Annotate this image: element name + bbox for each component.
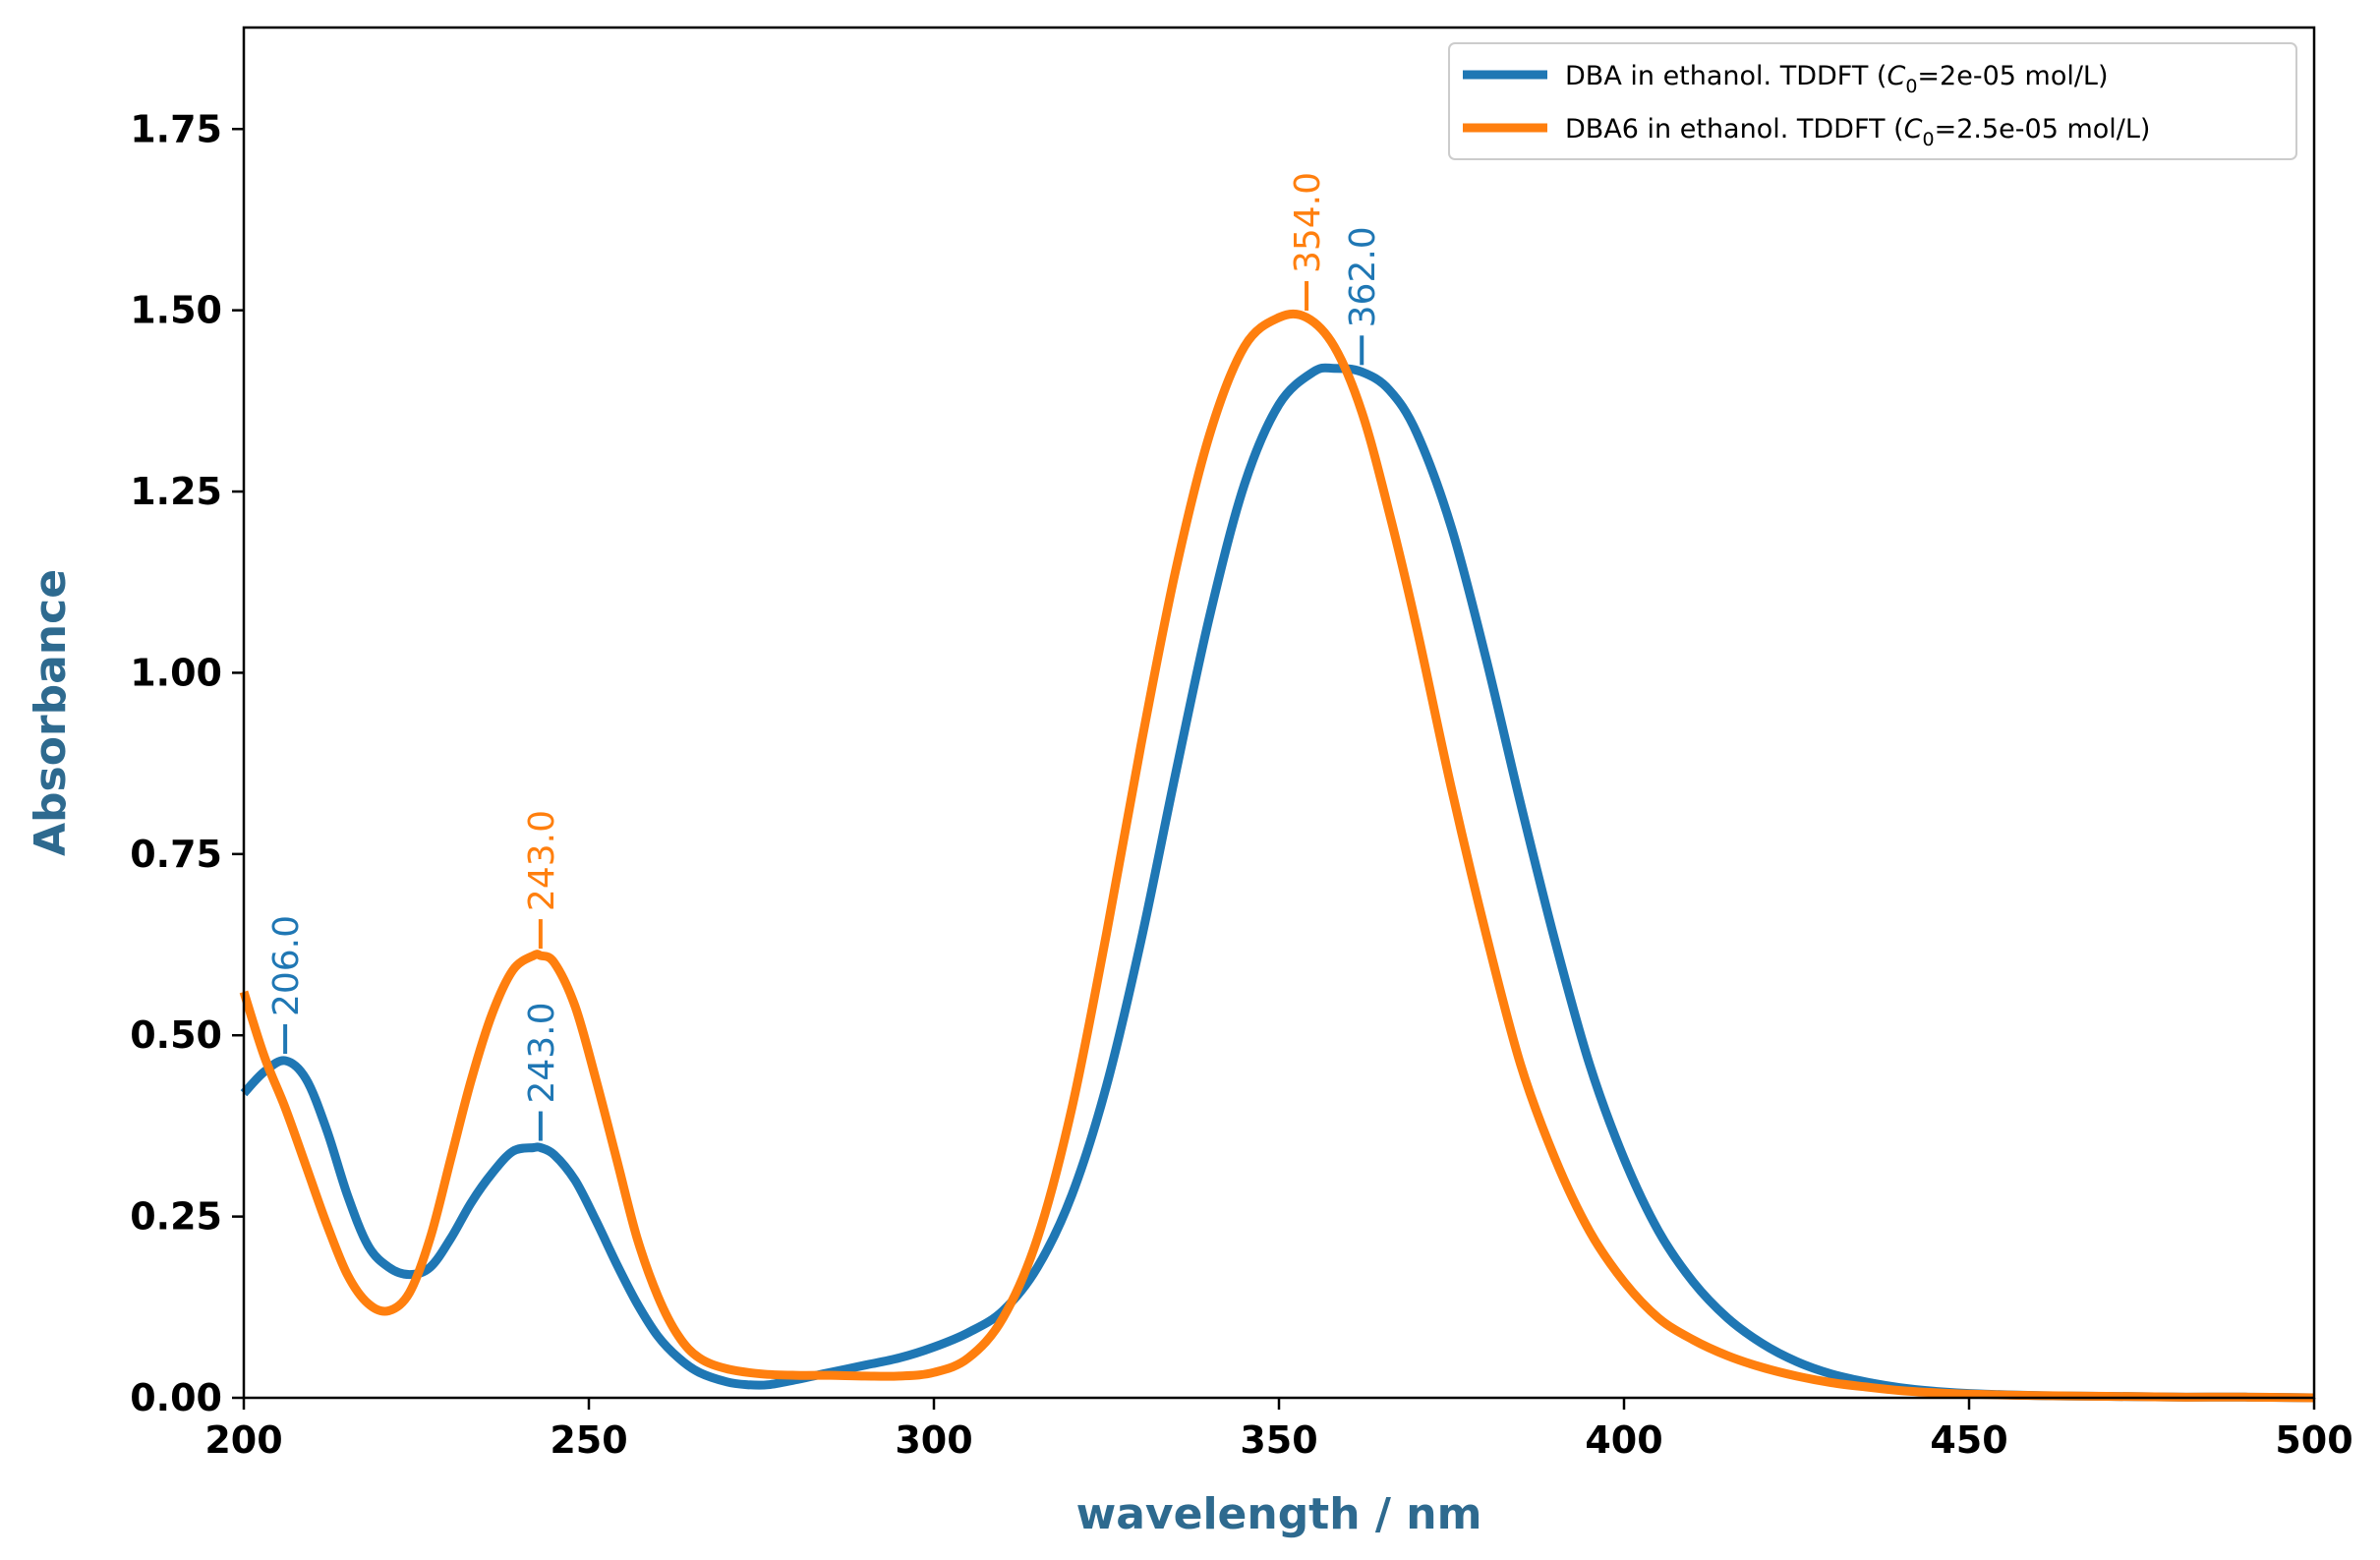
y-tick-label: 1.75	[130, 107, 222, 150]
peak-label-1-2: 243.0	[522, 1002, 562, 1103]
x-tick-label: 400	[1585, 1418, 1662, 1462]
y-tick-label: 0.50	[130, 1013, 222, 1057]
legend: DBA in ethanol. TDDFT (C0=2e-05 mol/L) DB…	[1448, 42, 2297, 160]
series-line-1	[240, 363, 2315, 1403]
x-tick-label: 250	[550, 1418, 627, 1462]
plot-lines	[239, 309, 2315, 1403]
x-tick-label: 300	[895, 1418, 972, 1462]
x-tick-label: 450	[1930, 1418, 2007, 1462]
y-tick-label: 0.25	[130, 1195, 222, 1239]
x-axis-title: wavelength / nm	[1076, 1489, 1482, 1539]
y-tick-label: 0.75	[130, 833, 222, 876]
y-tick-label: 1.00	[130, 651, 222, 694]
x-axis: 200 250 300 350 400 450 500	[204, 1398, 2353, 1462]
peak-label-1-3: 362.0	[1343, 226, 1383, 327]
y-axis: 0.00 0.25 0.50 0.75 1.00 1.25 1.50 1.75	[130, 107, 244, 1419]
legend-entry-1: DBA in ethanol. TDDFT (C0=2e-05 mol/L)	[1565, 61, 2109, 97]
y-tick-label: 0.00	[130, 1376, 222, 1419]
peak-label-1-1: 206.0	[266, 915, 307, 1016]
peak-label-2-1: 243.0	[522, 810, 562, 911]
y-tick-label: 1.25	[130, 470, 222, 513]
peak-markers: 206.0 243.0 362.0 243.0 354.0	[266, 172, 1383, 1141]
series-line-2	[239, 309, 2315, 1403]
legend-entry-2: DBA6 in ethanol. TDDFT (C0=2.5e-05 mol/L…	[1565, 114, 2150, 150]
legend-box	[1448, 42, 2297, 160]
x-tick-label: 200	[204, 1418, 282, 1462]
y-tick-label: 1.50	[130, 289, 222, 332]
y-axis-title: Absorbance	[26, 569, 76, 856]
x-tick-label: 350	[1240, 1418, 1317, 1462]
x-tick-label: 500	[2275, 1418, 2352, 1462]
peak-label-2-2: 354.0	[1288, 172, 1328, 273]
